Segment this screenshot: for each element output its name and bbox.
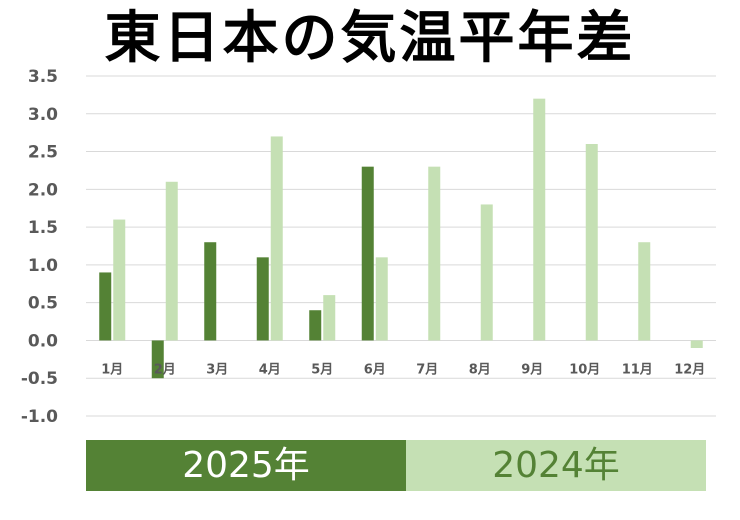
legend-2024: 2024年 [406,440,706,491]
bar-2024-10 [585,144,598,341]
y-tick-label: -1.0 [21,407,58,427]
y-tick-label: 1.5 [28,218,58,238]
y-tick-label: 0.0 [28,331,58,351]
bar-2024-6 [375,257,388,341]
x-tick-label: 8月 [469,362,491,377]
bar-2025-3 [204,242,217,341]
y-tick-label: 3.0 [28,105,58,125]
chart-title: 東日本の気温平年差 [104,6,636,71]
x-tick-label: 4月 [259,362,281,377]
bar-2024-8 [480,204,493,341]
x-tick-label: 2月 [154,362,176,377]
bar-2024-12 [690,340,703,348]
x-tick-label: 7月 [416,362,438,377]
bar-2024-2 [165,181,178,341]
x-tick-label: 6月 [364,362,386,377]
bar-2025-2 [151,340,164,379]
legend-2025: 2025年 [86,440,406,491]
bar-2025-4 [256,257,269,341]
y-tick-label: 2.0 [28,180,58,200]
x-tick-label: 5月 [311,362,333,377]
y-tick-label: 3.5 [28,67,58,87]
x-tick-label: 11月 [622,362,653,377]
bar-2024-1 [113,219,126,341]
bar-2024-4 [270,136,283,341]
bar-2025-5 [309,310,322,341]
bar-2024-5 [323,295,336,341]
y-tick-label: 2.5 [28,143,58,163]
x-tick-label: 9月 [521,362,543,377]
y-tick-label: 1.0 [28,256,58,276]
x-tick-label: 10月 [569,362,600,377]
y-tick-label: -0.5 [21,369,58,389]
bar-2025-1 [99,272,112,341]
y-tick-label: 0.5 [28,294,58,314]
bar-2024-7 [428,166,441,341]
bar-2024-9 [533,98,546,341]
x-tick-label: 3月 [206,362,228,377]
bar-2024-11 [638,242,651,341]
x-tick-label: 1月 [101,362,123,377]
bar-2025-6 [361,166,374,341]
x-tick-label: 12月 [674,362,705,377]
